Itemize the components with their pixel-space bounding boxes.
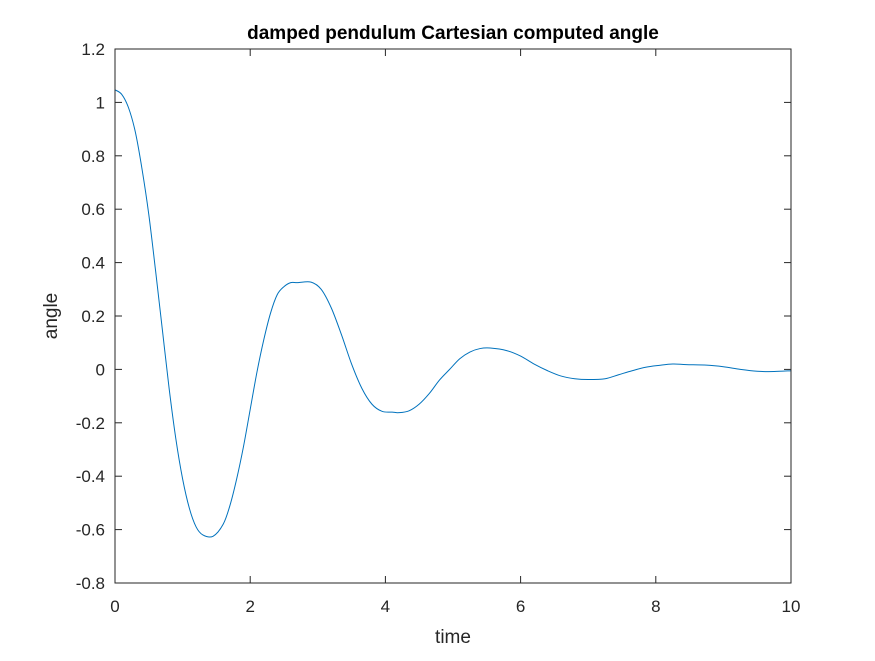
plot-area [115, 49, 791, 583]
y-tick-label: 0.6 [81, 200, 105, 219]
y-tick-label: -0.6 [76, 521, 105, 540]
x-tick-label: 4 [381, 597, 390, 616]
x-axis-tick-labels: 0 2 4 6 8 10 [110, 597, 800, 616]
y-tick-label: 1 [96, 93, 105, 112]
x-tick-label: 8 [651, 597, 660, 616]
y-tick-label: 0.2 [81, 307, 105, 326]
chart-title: damped pendulum Cartesian computed angle [247, 23, 659, 44]
y-axis-label: angle [41, 293, 62, 340]
y-tick-label: -0.4 [76, 467, 105, 486]
y-tick-label: 1.2 [81, 40, 105, 59]
y-tick-label: 0 [96, 360, 105, 379]
y-tick-label: 0.4 [81, 254, 105, 273]
y-tick-label: -0.2 [76, 414, 105, 433]
x-tick-label: 0 [110, 597, 119, 616]
x-tick-label: 6 [516, 597, 525, 616]
x-tick-label: 10 [782, 597, 801, 616]
y-tick-label: 0.8 [81, 147, 105, 166]
axes-box [114, 48, 792, 584]
y-axis-tick-labels: -0.8 -0.6 -0.4 -0.2 0 0.2 0.4 0.6 0.8 1 1.2 [76, 40, 105, 593]
series-line-angle [114, 89, 792, 538]
x-axis-label: time [435, 627, 471, 648]
x-tick-label: 2 [245, 597, 254, 616]
y-tick-label: -0.8 [76, 574, 105, 593]
